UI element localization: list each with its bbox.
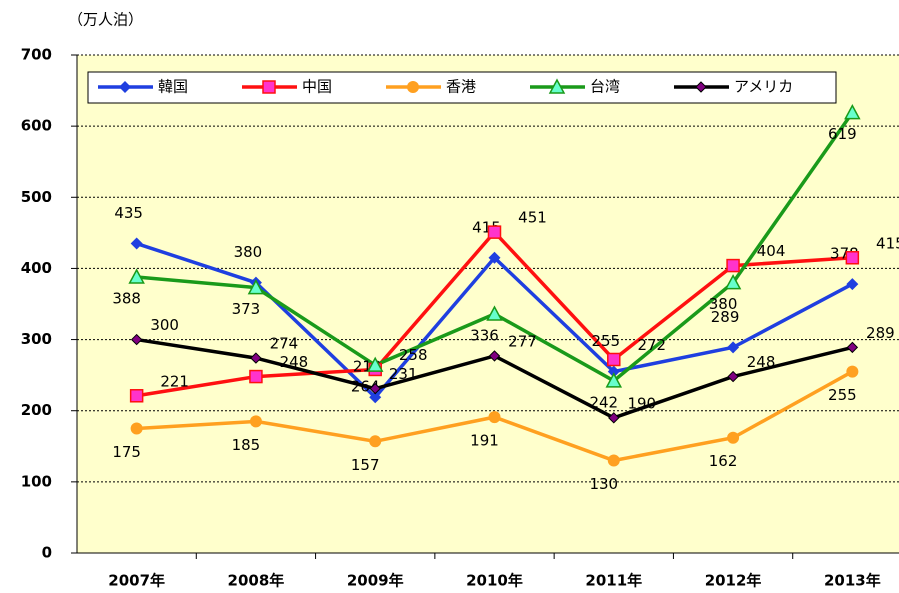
data-point [846,365,859,378]
data-point [608,412,620,424]
y-tick-label: 300 [21,330,52,348]
data-point [129,389,144,403]
data-point [369,391,382,404]
data-point [247,279,265,295]
data-point [130,237,143,250]
data-point [487,225,502,239]
data-point [605,372,623,388]
y-tick-label: 600 [21,117,52,135]
data-label: 404 [757,242,786,260]
data-point [726,258,740,273]
data-label: 258 [399,346,428,364]
data-label: 289 [866,324,895,342]
data-label: 162 [709,452,738,470]
data-label: 248 [747,353,776,371]
data-point [844,104,861,120]
data-point [249,369,263,384]
data-label: 130 [589,475,618,493]
data-label: 373 [232,300,261,318]
data-label: 157 [351,456,380,474]
data-label: 619 [828,125,857,143]
data-point [846,341,859,354]
data-label: 451 [518,209,547,227]
data-label: 248 [280,353,309,371]
data-point [366,356,384,372]
y-tick-label: 0 [42,544,52,562]
data-label: 274 [270,335,299,353]
data-point [128,268,145,284]
legend-label: 韓国 [158,78,188,96]
data-point [607,352,621,367]
x-tick-label: 2010年 [466,572,523,590]
data-point [607,365,620,378]
x-tick-label: 2013年 [824,572,881,590]
data-label: 231 [389,365,418,383]
data-label: 190 [627,394,656,412]
data-label: 221 [160,372,189,390]
plot-area [77,55,899,553]
data-point [727,431,740,444]
data-label: 191 [470,432,499,450]
data-point [727,341,740,354]
y-tick-label: 500 [21,188,52,206]
data-label: 255 [828,386,857,404]
data-label: 388 [112,289,141,307]
x-tick-label: 2012年 [705,572,762,590]
data-point [130,422,143,435]
legend-label: 香港 [446,78,476,96]
y-axis-label: （万人泊） [68,11,143,29]
data-point [369,382,381,395]
y-tick-label: 700 [21,46,52,64]
data-label: 277 [508,332,537,350]
data-label: 300 [150,316,179,334]
data-label: 242 [589,393,618,411]
legend-marker [262,80,276,94]
data-label: 435 [114,204,143,222]
legend-marker [407,81,419,93]
data-point [250,352,262,364]
y-tick-label: 400 [21,259,52,277]
data-label: 272 [637,336,666,354]
data-label: 255 [591,332,620,350]
data-point [488,350,501,362]
legend-marker [548,78,566,94]
legend-label: アメリカ [734,78,793,96]
data-point [488,251,501,264]
data-point [607,454,620,467]
data-point [130,333,143,346]
data-point [846,278,859,291]
data-label: 415 [876,234,899,252]
data-label: 289 [711,308,740,326]
data-point [249,415,262,428]
x-tick-label: 2009年 [347,572,404,590]
data-label: 336 [470,326,499,344]
legend-marker [695,81,707,93]
data-point [486,305,503,321]
x-tick-label: 2011年 [585,572,642,590]
y-tick-label: 200 [21,401,52,419]
y-tick-label: 100 [21,472,52,490]
data-label: 380 [709,295,738,313]
x-tick-label: 2007年 [108,572,165,590]
data-point [727,370,739,383]
legend-label: 台湾 [590,78,620,96]
data-label: 380 [234,243,263,261]
legend-label: 中国 [302,78,332,96]
data-label: 175 [112,443,141,461]
data-point [369,435,382,448]
data-point [845,251,860,265]
legend-marker [119,81,131,93]
x-tick-label: 2008年 [228,572,285,590]
data-point [488,411,501,424]
data-point [724,274,742,290]
data-label: 185 [232,436,261,454]
